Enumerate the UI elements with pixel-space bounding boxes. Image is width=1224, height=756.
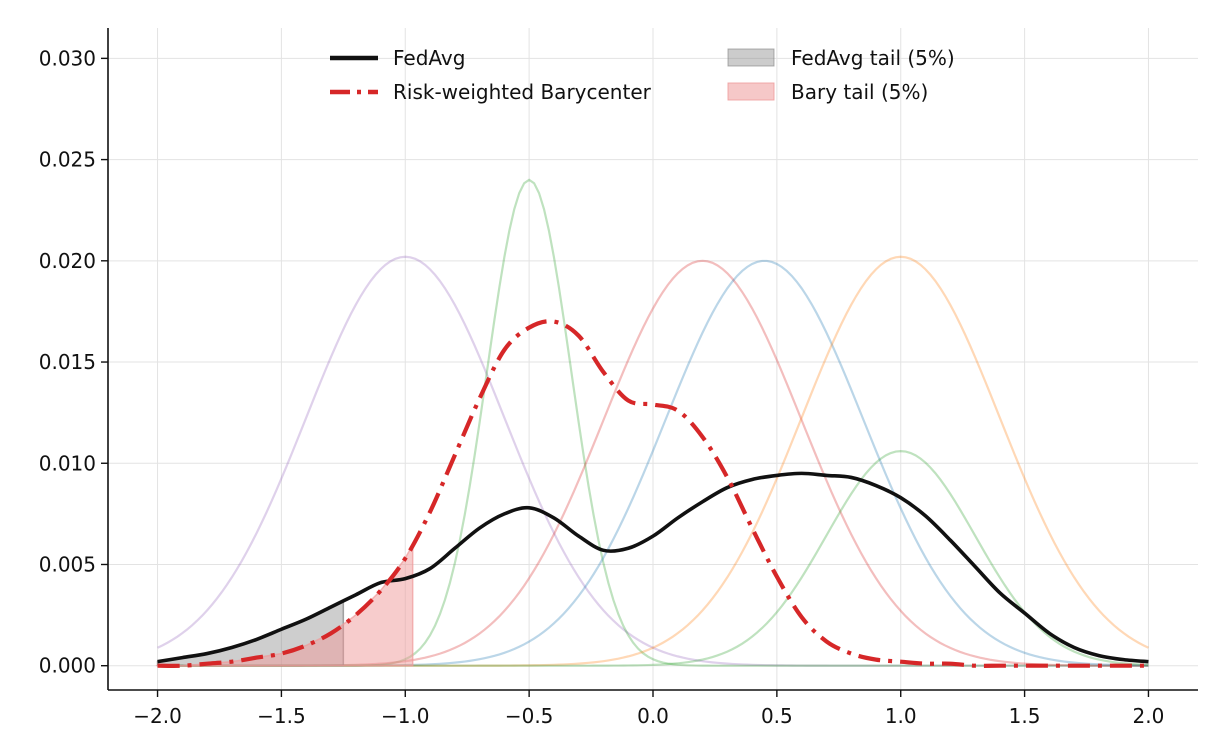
legend-item-bary-tail: Bary tail (5%)	[727, 80, 928, 104]
legend-swatch-fedavg-tail	[727, 48, 775, 67]
x-tick-label: 0.0	[637, 704, 669, 728]
y-tick-label: 0.015	[39, 350, 96, 374]
x-tick-label: −2.0	[133, 704, 182, 728]
y-tick-label: 0.025	[39, 148, 96, 172]
y-tick-label: 0.020	[39, 249, 96, 273]
y-tick-label: 0.000	[39, 654, 96, 678]
x-tick-label: 1.0	[885, 704, 917, 728]
legend-label-bary-tail: Bary tail (5%)	[791, 80, 928, 104]
legend-label-fedavg: FedAvg	[393, 46, 465, 70]
legend-label-barycenter: Risk-weighted Barycenter	[393, 80, 652, 104]
x-tick-label: 0.5	[761, 704, 793, 728]
legend: FedAvg Risk-weighted Barycenter FedAvg t…	[330, 46, 955, 104]
series-line-fedavg	[157, 471, 1149, 664]
legend-item-fedavg-tail: FedAvg tail (5%)	[727, 46, 955, 70]
legend-item-barycenter: Risk-weighted Barycenter	[330, 80, 652, 104]
x-tick-label: −0.5	[505, 704, 554, 728]
grid-lines	[108, 28, 1198, 690]
legend-item-fedavg: FedAvg	[330, 46, 465, 70]
x-tick-label: 1.5	[1009, 704, 1041, 728]
y-tick-label: 0.005	[39, 552, 96, 576]
y-ticks: 0.000 0.005 0.010 0.015 0.020 0.025 0.030	[39, 46, 108, 678]
legend-swatch-bary-tail	[727, 82, 775, 101]
x-tick-label: −1.5	[257, 704, 306, 728]
y-tick-label: 0.030	[39, 46, 96, 70]
y-tick-label: 0.010	[39, 451, 96, 475]
series-lines	[157, 319, 1149, 668]
legend-label-fedavg-tail: FedAvg tail (5%)	[791, 46, 955, 70]
x-ticks: −2.0 −1.5 −1.0 −0.5 0.0 0.5 1.0 1.5 2.0	[133, 690, 1164, 728]
tail-fills	[155, 544, 414, 667]
x-tick-label: 2.0	[1133, 704, 1165, 728]
client-curve-1	[157, 255, 1149, 667]
series-line-barycenter	[157, 319, 1149, 668]
x-tick-label: −1.0	[381, 704, 430, 728]
